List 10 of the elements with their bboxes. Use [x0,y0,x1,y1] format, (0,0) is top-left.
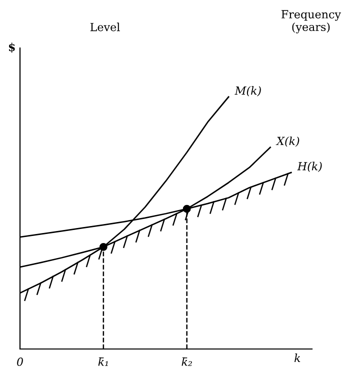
x-tick-label: k̄₁ [98,357,108,366]
x-tick-label: k̄₂ [182,357,192,366]
series-label: M(k) [234,86,261,96]
chart-title: Level [90,22,120,32]
series-label: X(k) [276,136,300,147]
series-label: H(k) [297,162,322,172]
x-axis-title: k [294,354,300,362]
text: Frequency (years) [282,10,341,34]
x-tick-label: 0 [17,358,23,366]
y-axis-title: $ [8,42,15,53]
